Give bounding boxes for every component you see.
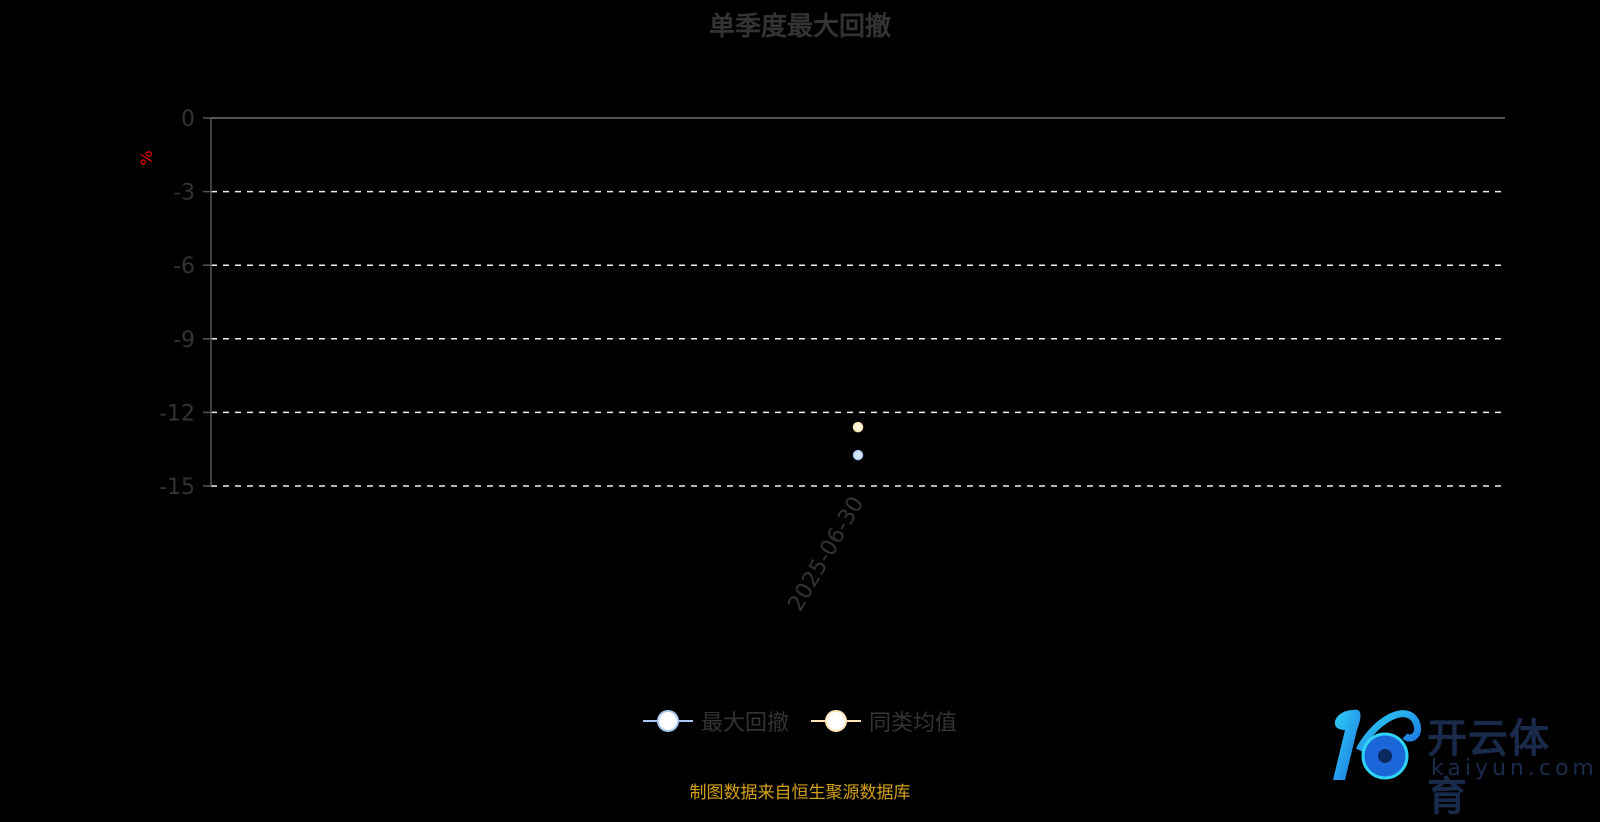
legend: 最大回撤 同类均值 xyxy=(0,705,1600,737)
y-tick-label: 0 xyxy=(181,107,195,132)
y-tick-label: -3 xyxy=(173,181,195,206)
chart-title: 单季度最大回撤 xyxy=(708,12,891,42)
logo-text-en: kaiyun.com xyxy=(1431,756,1598,781)
y-axis-unit-label: % xyxy=(137,150,156,165)
y-tick-label: -15 xyxy=(159,475,195,500)
source-note: 制图数据来自恒生聚源数据库 xyxy=(689,783,911,803)
logo-icon xyxy=(1333,709,1422,780)
x-tick-label: 2025-06-30 xyxy=(784,493,870,616)
legend-marker-icon xyxy=(811,710,861,732)
legend-label: 最大回撤 xyxy=(700,711,789,736)
y-tick-label: -6 xyxy=(173,254,195,279)
legend-item-peer-average[interactable]: 同类均值 xyxy=(811,705,957,737)
legend-label: 同类均值 xyxy=(869,711,958,736)
watermark-logo: 开云体育 kaiyun.com xyxy=(1315,700,1594,820)
chart-plot: 0 -3 -6 -9 -12 -15% 2025-06-30 xyxy=(137,107,1505,616)
legend-marker-icon xyxy=(642,710,693,732)
legend-item-max-drawdown[interactable]: 最大回撤 xyxy=(642,705,789,737)
y-tick-label: -12 xyxy=(159,401,195,426)
data-point-max-drawdown xyxy=(852,449,864,461)
y-tick-label: -9 xyxy=(173,328,195,353)
data-point-peer-average xyxy=(852,421,864,433)
